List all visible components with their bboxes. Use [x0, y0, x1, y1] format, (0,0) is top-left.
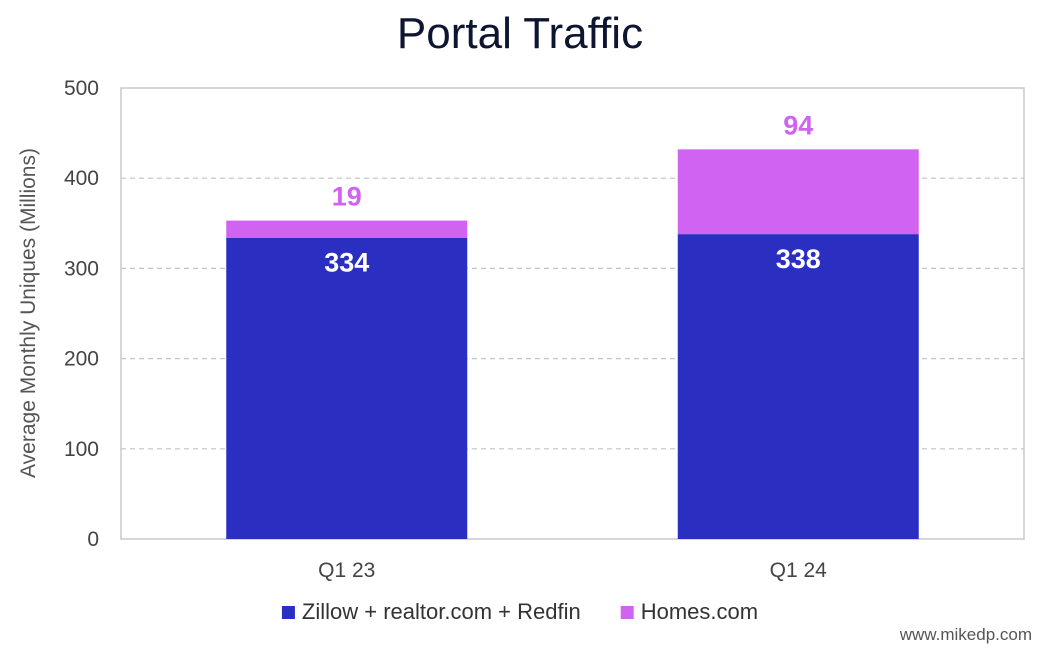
- legend-swatch: [620, 606, 634, 619]
- bar-segment: [226, 220, 468, 238]
- x-axis-ticks: Q1 23 Q1 24: [318, 559, 827, 582]
- data-label: 334: [324, 248, 369, 278]
- bar-segment: [226, 237, 468, 539]
- bar-segment: [677, 149, 919, 235]
- bar-segment: [677, 234, 919, 539]
- legend-item: Zillow + realtor.com + Redfin: [281, 599, 581, 624]
- bars: [226, 149, 919, 539]
- legend-swatch: [281, 606, 295, 619]
- y-tick-label: 300: [64, 257, 99, 280]
- x-tick-label: Q1 24: [770, 559, 828, 582]
- y-tick-label: 400: [64, 167, 99, 190]
- chart-title: Portal Traffic: [397, 9, 643, 58]
- data-label: 19: [332, 182, 362, 212]
- legend-label: Homes.com: [641, 599, 758, 624]
- plot-area-border: [120, 87, 1025, 540]
- y-axis-label: Average Monthly Uniques (Millions): [17, 148, 40, 478]
- data-label: 94: [783, 110, 813, 140]
- data-label: 338: [776, 244, 821, 274]
- legend: Zillow + realtor.com + Redfin Homes.com: [281, 599, 758, 624]
- y-tick-label: 200: [64, 348, 99, 371]
- data-labels: 334 19 338 94: [324, 110, 821, 277]
- gridlines: [121, 177, 1024, 450]
- legend-item: Homes.com: [620, 599, 758, 624]
- legend-label: Zillow + realtor.com + Redfin: [302, 599, 581, 624]
- y-tick-label: 0: [87, 528, 99, 551]
- x-tick-label: Q1 23: [318, 559, 375, 582]
- y-tick-label: 100: [64, 438, 99, 461]
- y-axis-ticks: 0 100 200 300 400 500: [64, 77, 99, 551]
- y-tick-label: 500: [64, 77, 99, 100]
- credit-text: www.mikedp.com: [899, 625, 1032, 644]
